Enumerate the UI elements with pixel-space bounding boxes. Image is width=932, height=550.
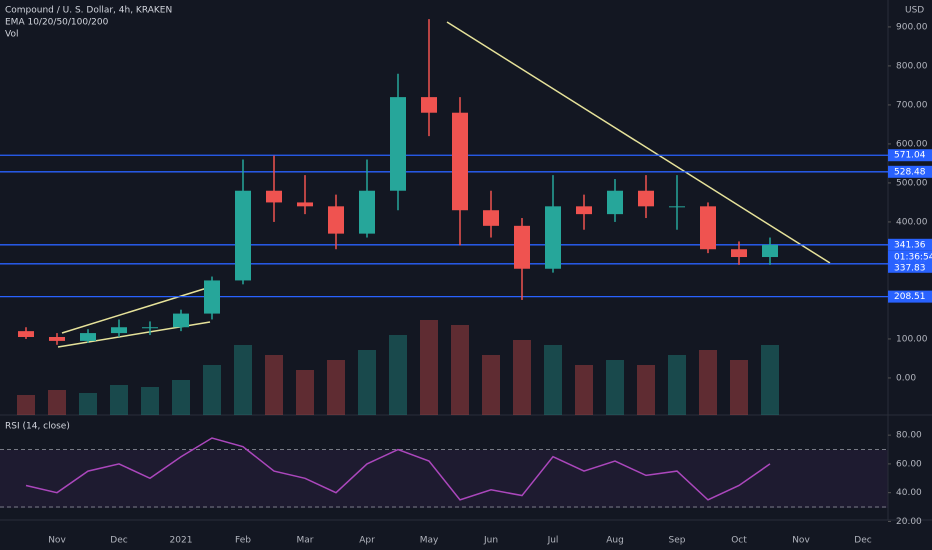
time-tick-label: Feb <box>235 536 251 546</box>
rsi-line <box>25 437 771 501</box>
currency: USD <box>905 6 924 16</box>
volume-bar <box>234 345 252 415</box>
volume-bar <box>699 350 717 415</box>
volume-bar <box>389 335 407 415</box>
volume-bar <box>141 387 159 415</box>
candle-body <box>297 202 313 207</box>
indicator-label: EMA 10/20/50/100/200 <box>5 18 109 28</box>
price-tick-label: 0.00 <box>896 373 916 383</box>
candle-body <box>18 331 34 337</box>
level-tag <box>888 165 932 178</box>
level-label: 528.48 <box>894 167 926 177</box>
time-tick-label: Dec <box>854 536 871 546</box>
price-tick-label: 500.00 <box>896 178 928 188</box>
time-tick-label: Apr <box>359 536 375 546</box>
candle-body <box>762 244 778 258</box>
price-tick-label: 900.00 <box>896 22 928 32</box>
volume-bar <box>544 345 562 415</box>
candle-body <box>607 190 623 215</box>
time-tick-label: Nov <box>48 536 66 546</box>
volume-bar <box>482 355 500 415</box>
candle-body <box>49 336 65 341</box>
candle-body <box>80 333 96 341</box>
level-tag <box>888 149 932 162</box>
level-label: 341.36 <box>894 240 926 250</box>
candle-body <box>111 327 127 334</box>
volume-label: Vol <box>5 30 18 40</box>
candle-body <box>452 112 468 211</box>
candle-body <box>545 206 561 269</box>
volume-bar <box>172 380 190 415</box>
volume-bar <box>48 390 66 415</box>
candle-body <box>204 280 220 314</box>
candle-body <box>514 225 530 269</box>
level-tag <box>888 238 932 251</box>
time-tick-label: Aug <box>606 536 624 546</box>
price-tick-label: 800.00 <box>896 61 928 71</box>
rsi-tick-label: 80.00 <box>896 431 922 441</box>
rsi-tick-label: 20.00 <box>896 517 922 527</box>
time-tick-label: Oct <box>731 536 747 546</box>
time-tick-label: 2021 <box>170 536 193 546</box>
volume-bar <box>668 355 686 415</box>
candle-body <box>235 190 251 281</box>
candle-body <box>359 190 375 234</box>
time-tick-label: Nov <box>792 536 810 546</box>
candle-body <box>421 97 437 113</box>
volume-bar <box>451 325 469 415</box>
level-tag <box>888 290 932 303</box>
candle-body <box>731 249 747 258</box>
candle-body <box>483 210 499 226</box>
volume-bar <box>17 395 35 415</box>
volume-bar <box>203 365 221 415</box>
countdown: 01:36:54 <box>894 252 932 262</box>
volume-bar <box>637 365 655 415</box>
volume-bar <box>606 360 624 415</box>
extra-price-tag <box>888 261 932 273</box>
level-label: 208.51 <box>894 292 926 302</box>
candle-body <box>669 206 685 208</box>
candle-body <box>390 97 406 191</box>
price-tick-label: 100.00 <box>896 334 928 344</box>
volume-bar <box>513 340 531 415</box>
rsi-tick-label: 40.00 <box>896 488 922 498</box>
time-tick-label: Sep <box>669 536 686 546</box>
volume-bar <box>327 360 345 415</box>
volume-bar <box>358 350 376 415</box>
candle-body <box>576 206 592 215</box>
volume-bar <box>110 385 128 415</box>
countdown-tag <box>888 250 932 262</box>
candle-body <box>328 206 344 234</box>
volume-bar <box>265 355 283 415</box>
time-tick-label: Jul <box>547 536 559 546</box>
volume-bar <box>420 320 438 415</box>
time-tick-label: Mar <box>297 536 314 546</box>
trend-line <box>446 21 831 264</box>
time-tick-label: May <box>420 536 439 546</box>
candle-body <box>173 313 189 328</box>
level-label: 571.04 <box>894 151 926 161</box>
time-tick-label: Dec <box>110 536 127 546</box>
volume-bar <box>296 370 314 415</box>
price-tick-label: 400.00 <box>896 217 928 227</box>
candle-body <box>266 190 282 203</box>
rsi-title: RSI (14, close) <box>5 422 70 432</box>
candle-body <box>638 190 654 207</box>
wedge-upper <box>61 287 208 334</box>
price-tick-label: 700.00 <box>896 100 928 110</box>
candle-body <box>700 206 716 250</box>
extra-price-label: 337.83 <box>894 263 926 273</box>
price-tick-label: 600.00 <box>896 139 928 149</box>
time-tick-label: Jun <box>483 536 498 546</box>
candle-body <box>142 327 158 329</box>
volume-bar <box>79 393 97 415</box>
volume-bar <box>761 345 779 415</box>
volume-bar <box>575 365 593 415</box>
symbol-title: Compound / U. S. Dollar, 4h, KRAKEN <box>5 6 172 16</box>
rsi-tick-label: 60.00 <box>896 459 922 469</box>
volume-bar <box>730 360 748 415</box>
